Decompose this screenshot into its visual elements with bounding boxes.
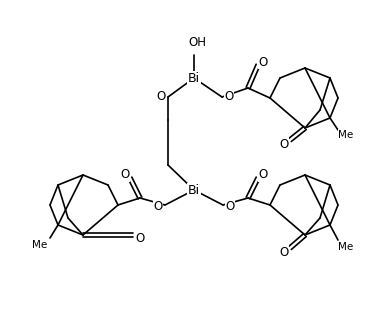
Text: O: O: [258, 56, 268, 69]
Text: Bi: Bi: [188, 183, 200, 197]
Text: O: O: [225, 199, 235, 212]
Text: O: O: [153, 199, 163, 212]
Text: Me: Me: [32, 240, 47, 250]
Text: O: O: [120, 168, 130, 182]
Text: O: O: [135, 232, 145, 246]
Text: O: O: [258, 168, 268, 182]
Text: OH: OH: [188, 37, 206, 50]
Text: O: O: [224, 90, 234, 104]
Text: Me: Me: [338, 130, 354, 140]
Text: O: O: [279, 246, 289, 259]
Text: Bi: Bi: [188, 71, 200, 85]
Text: O: O: [156, 90, 166, 104]
Text: O: O: [279, 138, 289, 150]
Text: Me: Me: [338, 242, 354, 252]
